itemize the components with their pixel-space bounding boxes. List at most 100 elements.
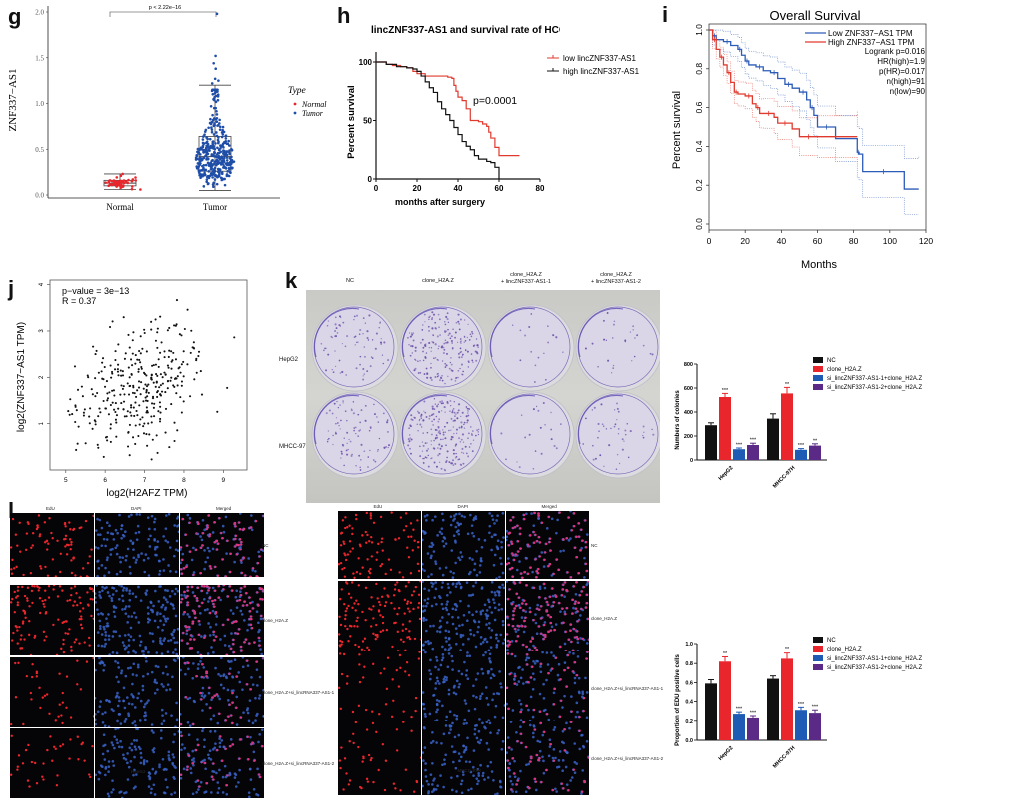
edu-positive-nucleus [359,573,361,575]
colony-dot [338,425,339,426]
colony-dot [464,427,465,428]
l-column-header-dapi: DAPI [458,504,469,509]
dapi-nucleus [178,530,179,533]
edu-positive-nucleus [253,759,255,761]
j-point [106,399,108,401]
dapi-nucleus [576,711,579,714]
edu-positive-nucleus [180,723,182,725]
colony-dot [362,368,364,370]
edu-positive-nucleus [349,540,351,542]
j-point [122,370,124,372]
dapi-nucleus [212,651,215,654]
edu-positive-nucleus [213,631,215,633]
edu-positive-nucleus [28,634,30,636]
edu-positive-nucleus [344,614,346,616]
colony-dot [457,342,458,343]
dapi-nucleus [434,687,437,690]
edu-positive-nucleus [34,762,36,764]
dapi-nucleus [197,788,200,791]
dapi-nucleus [447,586,450,589]
h-title: lincZNF337-AS1 and survival rate of HCC [371,25,560,36]
edu-positive-nucleus [368,754,370,756]
g-point-tumor [213,163,216,166]
micrograph-dapi [95,728,179,798]
dapi-nucleus [163,720,166,723]
dapi-nucleus [243,619,246,622]
edu-positive-nucleus [40,567,42,569]
colony-dot [425,345,427,347]
dapi-nucleus [250,514,253,517]
edu-positive-nucleus [391,678,393,680]
j-point [97,415,99,417]
dapi-nucleus [172,753,175,756]
j-point [172,352,174,354]
g-point-tumor [216,163,219,166]
j-point [94,395,96,397]
dapi-nucleus [251,528,254,531]
colony-dot [471,433,472,434]
colony-dot [433,314,435,316]
l-row-label: clone_H2A.Z+si_lincRNA337-AS1-1 [591,686,663,691]
dapi-nucleus [475,610,478,613]
colony-dot [451,436,453,438]
g-point-tumor [199,148,202,151]
j-point [101,378,103,380]
edu-positive-nucleus [90,615,92,617]
dapi-nucleus [121,669,124,672]
dapi-nucleus [122,753,125,756]
dapi-nucleus [126,621,129,624]
edu-positive-nucleus [256,591,258,593]
edu-positive-nucleus [543,583,545,585]
edu-positive-nucleus [236,544,238,546]
edu-positive-nucleus [356,620,358,622]
dapi-nucleus [574,682,577,685]
colony-dot [419,420,420,421]
dapi-nucleus [461,515,464,518]
edu-positive-nucleus [18,754,20,756]
dapi-nucleus [214,730,217,733]
dapi-nucleus [462,745,465,748]
edu-positive-nucleus [346,607,348,609]
dapi-nucleus [458,524,461,527]
edu-positive-nucleus [222,537,224,539]
dapi-nucleus [463,516,466,519]
colony-dot [533,468,535,470]
chart-i: Overall Survival Percent survival Months… [660,0,950,275]
colony-dot [463,424,464,425]
colony-dot [443,434,445,436]
edu-positive-nucleus [410,572,412,574]
dapi-nucleus [124,530,127,533]
h-ytick-label: 100 [359,58,373,67]
edu-positive-nucleus [562,584,564,586]
edu-positive-nucleus [341,673,343,675]
edu-positive-nucleus [234,522,236,524]
edu-positive-nucleus [394,588,396,590]
j-point [127,382,129,384]
edu-positive-nucleus [80,576,82,577]
colony-dot [467,410,468,411]
j-point [160,384,162,386]
dapi-nucleus [425,605,428,608]
dapi-nucleus [561,706,564,709]
dapi-nucleus [121,608,124,611]
dapi-nucleus [217,673,220,676]
edu-positive-nucleus [372,722,374,724]
dapi-nucleus [476,574,479,577]
colony-dot [467,412,468,413]
dapi-nucleus [518,560,521,563]
j-point [82,395,84,397]
j-point [116,414,118,416]
dapi-nucleus [502,642,505,645]
edu-positive-nucleus [36,782,38,784]
dapi-nucleus [132,592,135,595]
dapi-nucleus [135,532,138,535]
dapi-nucleus [95,596,97,599]
colony-dot [351,408,352,409]
dapi-nucleus [480,636,483,639]
dapi-nucleus [239,610,242,613]
edu-positive-nucleus [92,590,94,592]
colony-dot [436,434,438,436]
k-col-clone: clone_H2A.Z [394,278,482,284]
edu-positive-nucleus [514,675,516,677]
